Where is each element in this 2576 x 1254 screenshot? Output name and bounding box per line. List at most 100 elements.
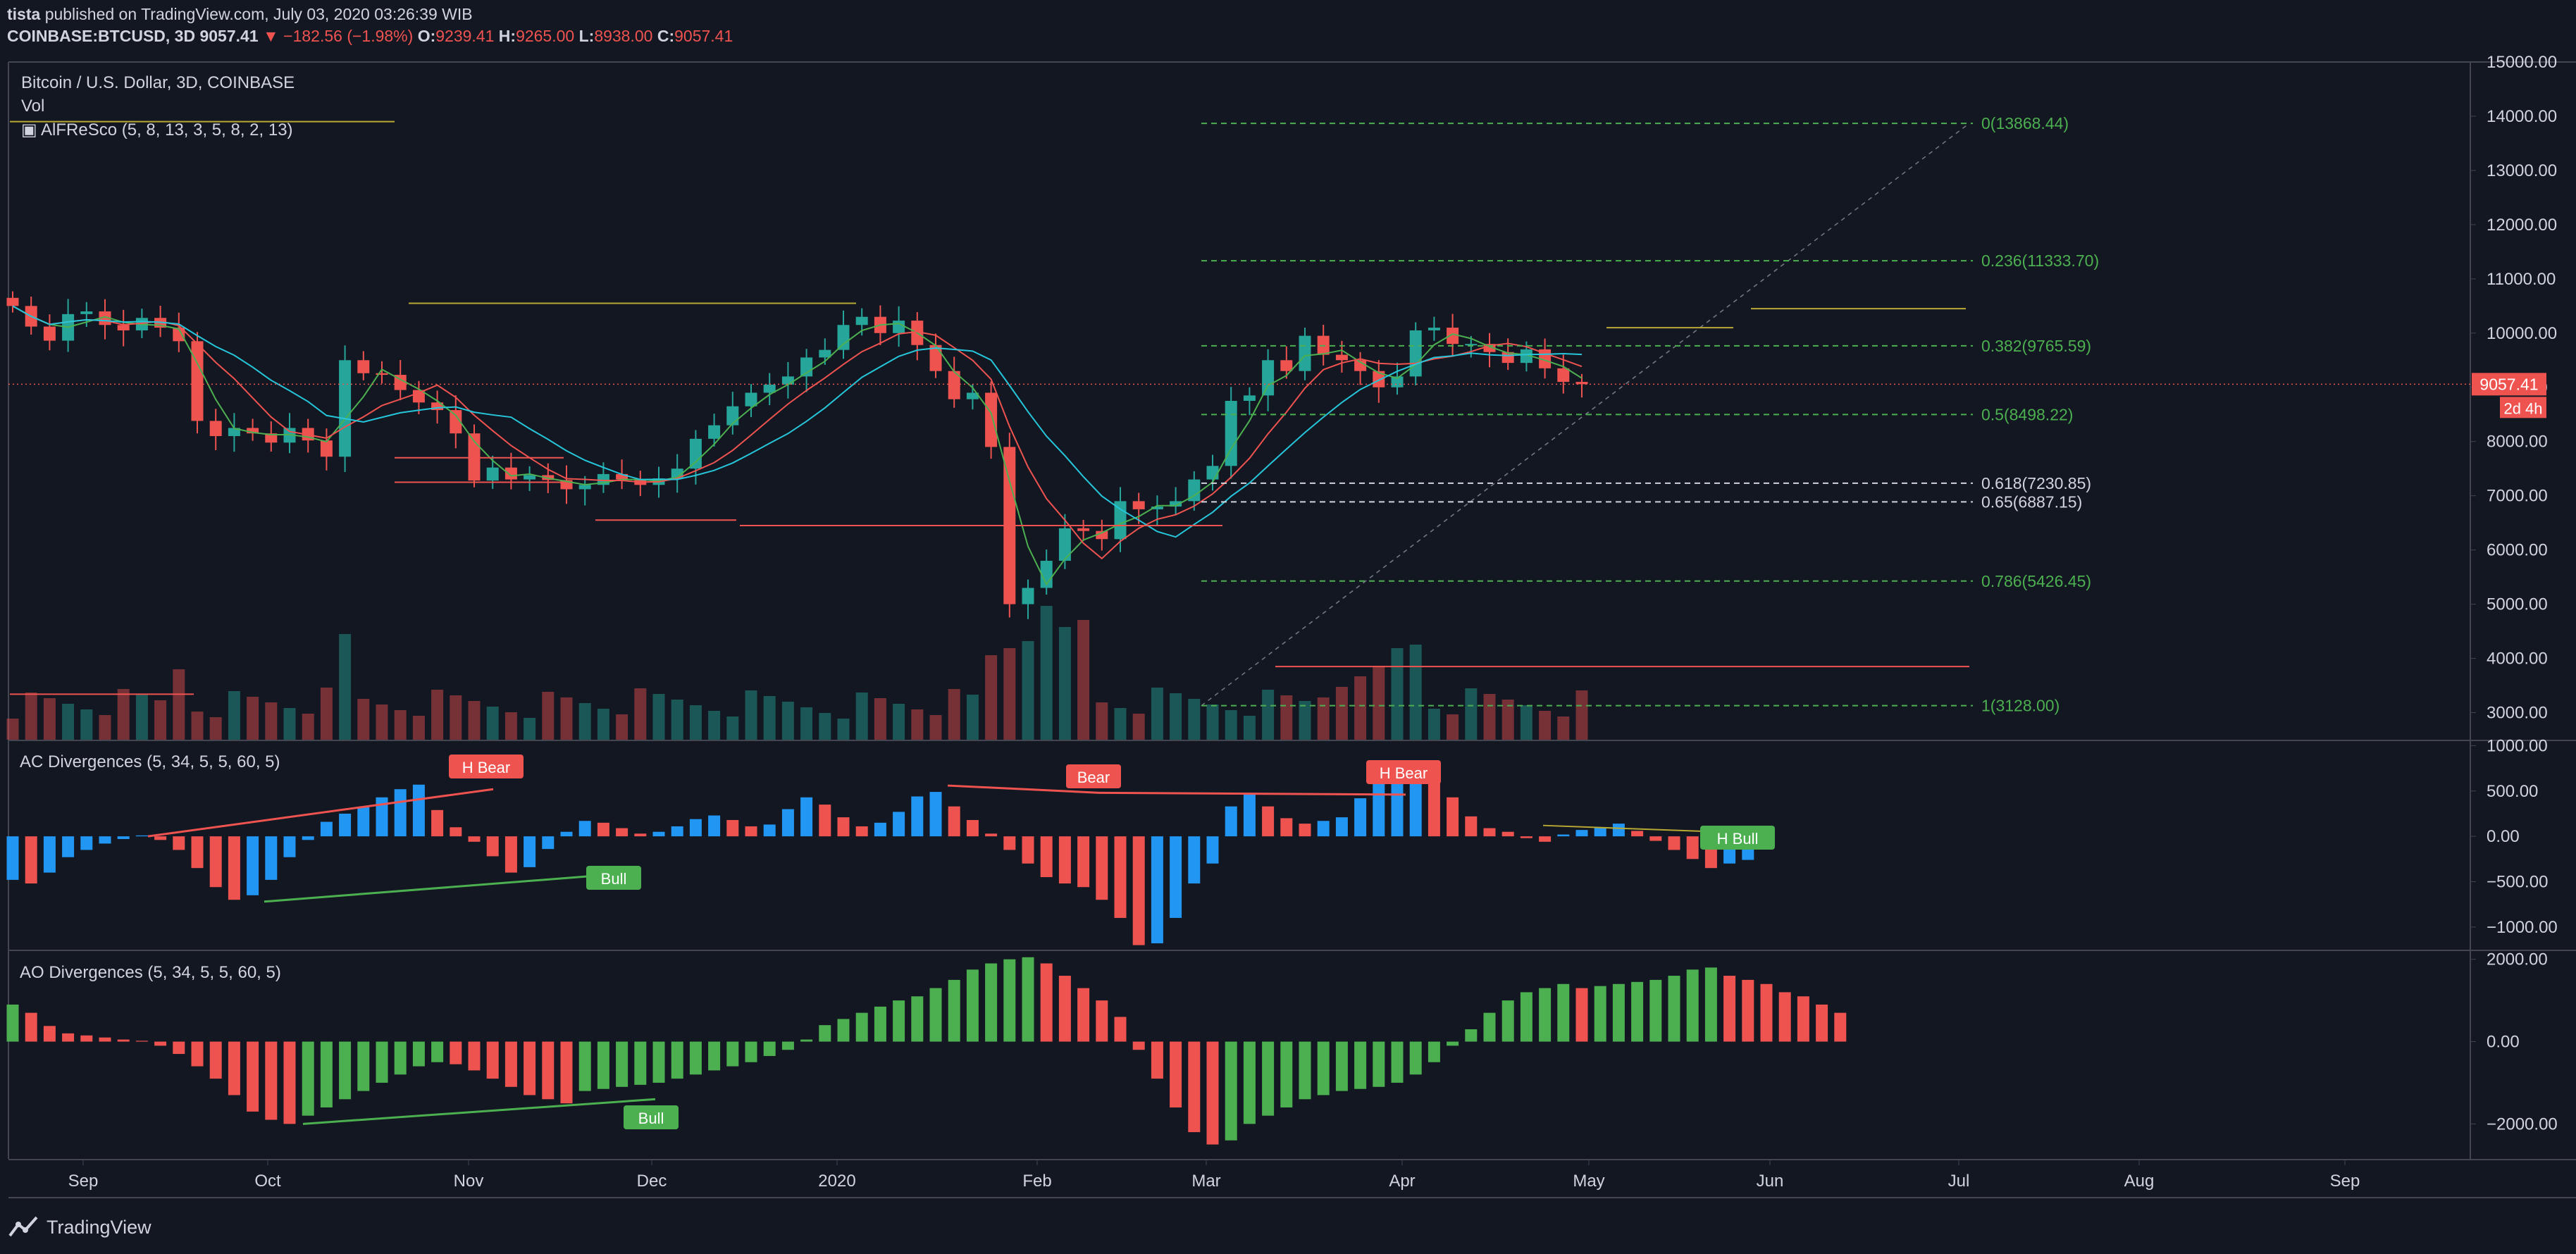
ao-bar — [929, 988, 942, 1042]
ac-bar — [283, 836, 296, 857]
y-tick-label: 15000.00 — [2487, 53, 2557, 72]
x-tick-label: Apr — [1389, 1172, 1415, 1191]
ac-bar — [1132, 836, 1145, 945]
ac-bar — [1428, 780, 1440, 837]
ac-bar — [1040, 836, 1053, 878]
low-label: L: — [578, 27, 595, 45]
high-label: H: — [498, 27, 516, 45]
fib-level-label: 1(3128.00) — [1981, 697, 2060, 715]
y-tick-label: 8000.00 — [2487, 433, 2548, 452]
ao-bar — [1022, 957, 1034, 1042]
volume-bar — [597, 709, 609, 740]
ao-bar — [837, 1019, 850, 1042]
ao-bar — [855, 1012, 868, 1042]
candle-body — [1575, 382, 1588, 385]
volume-bar — [763, 696, 776, 740]
volume-bar — [1539, 711, 1552, 740]
ac-bar — [1096, 836, 1108, 900]
volume-bar — [247, 697, 259, 740]
last-price: 9057.41 — [199, 27, 259, 45]
volume-bar — [265, 702, 278, 740]
price-tag-value: 9057.41 — [2479, 375, 2538, 393]
x-tick-label: 2020 — [818, 1172, 855, 1191]
ac-bar — [708, 815, 721, 837]
volume-bar — [1170, 693, 1182, 740]
alfresco-label: ▣ AlFReSco (5, 8, 13, 3, 5, 8, 2, 13) — [21, 120, 293, 140]
ao-bar — [597, 1041, 609, 1089]
y-tick-label: 6000.00 — [2487, 541, 2548, 560]
vol-label: Vol — [21, 97, 45, 116]
h-bull-label: H Bull — [1717, 830, 1759, 848]
candle-body — [855, 316, 868, 325]
candle-body — [671, 468, 683, 479]
fib-level-label: 0.65(6887.15) — [1981, 492, 2082, 511]
ao-bar — [228, 1041, 240, 1095]
ao-bar — [1778, 992, 1791, 1042]
h-bear-label-2: H Bear — [1380, 764, 1428, 782]
ac-bar — [929, 792, 942, 837]
ac-bar — [1003, 836, 1016, 850]
ac-bar — [1225, 806, 1237, 837]
fib-level-label: 0.382(9765.59) — [1981, 337, 2091, 355]
ao-bar — [1520, 992, 1532, 1042]
y-tick-label: 3000.00 — [2487, 704, 2548, 723]
author[interactable]: tista — [7, 5, 41, 23]
ac-bar — [966, 819, 979, 837]
ao-bar — [1040, 963, 1053, 1042]
volume-bar — [578, 703, 591, 740]
y-tick-label: 2000.00 — [2487, 950, 2548, 969]
ao-bar — [191, 1041, 204, 1067]
ao-bar — [247, 1041, 259, 1112]
volume-bar — [6, 719, 19, 740]
down-arrow-icon: ▼ — [263, 27, 279, 45]
ac-bar — [855, 826, 868, 837]
ac-bull-divergence — [264, 873, 614, 903]
ac-bar — [985, 833, 998, 837]
candle-body — [948, 371, 960, 399]
ao-bar — [1077, 988, 1090, 1042]
candle-body — [1132, 501, 1145, 509]
volume-bar — [1040, 606, 1053, 740]
volume-bar — [486, 707, 499, 740]
ao-bar — [708, 1041, 721, 1071]
publish-info: published on TradingView.com, July 03, 2… — [44, 5, 473, 23]
volume-bar — [1225, 710, 1237, 740]
ao-bar — [62, 1033, 75, 1042]
candle-body — [504, 467, 517, 480]
ao-bar — [966, 969, 979, 1042]
high-value: 9265.00 — [516, 27, 575, 45]
x-tick-label: Nov — [454, 1172, 484, 1191]
ao-bar — [1354, 1041, 1367, 1089]
ao-bar — [1612, 983, 1625, 1042]
ao-bar — [339, 1041, 352, 1100]
ao-bar — [1742, 979, 1754, 1042]
x-tick-label: Jun — [1757, 1172, 1784, 1191]
candle-body — [80, 311, 93, 314]
candle-body — [708, 425, 721, 439]
volume-bar — [1262, 690, 1275, 740]
ac-bar — [265, 836, 278, 880]
candle-body — [1520, 349, 1532, 364]
ao-bar — [265, 1041, 278, 1120]
y-tick-label: 4000.00 — [2487, 650, 2548, 669]
symbol[interactable]: COINBASE:BTCUSD, 3D — [7, 27, 196, 45]
ac-bar — [1373, 781, 1385, 837]
ac-bar — [634, 833, 647, 837]
ao-bar — [283, 1041, 296, 1124]
candle-body — [1447, 328, 1459, 344]
y-tick-label: 11000.00 — [2487, 270, 2556, 289]
candle-body — [173, 328, 185, 342]
change-value: −182.56 (−1.98%) — [283, 27, 414, 45]
volume-bar — [302, 714, 314, 740]
candle-body — [412, 390, 425, 403]
ac-bar — [1170, 836, 1182, 918]
ao-bar — [209, 1041, 222, 1079]
ma-slow-line — [12, 305, 1583, 538]
ao-bar — [504, 1041, 517, 1087]
ac-bar — [874, 822, 886, 837]
tradingview-logo[interactable]: TradingView — [8, 1216, 151, 1239]
candle-body — [1335, 354, 1348, 361]
ac-bar — [1612, 824, 1625, 837]
volume-bar — [966, 695, 979, 740]
